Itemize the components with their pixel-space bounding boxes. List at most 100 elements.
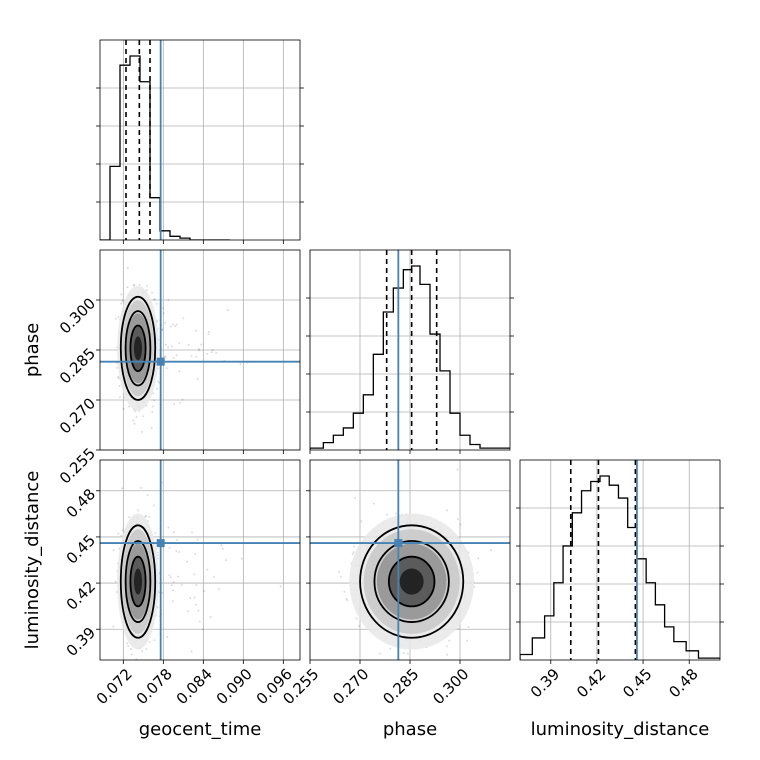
sample-point xyxy=(207,333,210,336)
sample-point xyxy=(171,600,174,603)
y-tick-label: 0.255 xyxy=(56,444,99,487)
sample-point xyxy=(178,550,181,553)
sample-point xyxy=(112,625,115,628)
sample-point xyxy=(146,494,149,497)
sample-point xyxy=(170,345,173,348)
sample-point xyxy=(168,546,171,549)
sample-point xyxy=(156,551,159,554)
sample-point xyxy=(456,518,459,521)
y-tick-label: 0.300 xyxy=(56,294,99,337)
sample-point xyxy=(395,512,398,515)
y-tick-label: 0.39 xyxy=(63,624,99,660)
sample-point xyxy=(175,539,178,542)
sample-point xyxy=(164,343,167,346)
sample-point xyxy=(116,366,119,369)
sample-point xyxy=(130,653,133,656)
sample-point xyxy=(386,513,389,516)
hist-panel-geocent_time xyxy=(96,39,304,244)
sample-point xyxy=(153,399,156,402)
sample-point xyxy=(402,652,405,655)
scatter-points xyxy=(114,267,249,433)
histogram-step xyxy=(100,55,230,240)
sample-point xyxy=(162,307,165,310)
sample-point xyxy=(201,628,204,631)
sample-point xyxy=(209,616,212,619)
density-fill xyxy=(399,568,424,595)
sample-point xyxy=(389,647,392,650)
sample-point xyxy=(346,599,349,602)
sample-point xyxy=(489,549,492,552)
sample-point xyxy=(215,351,218,354)
sample-point xyxy=(457,627,460,630)
contour-line xyxy=(124,310,152,387)
x-axis-label-geocent_time: geocent_time xyxy=(139,719,262,740)
sample-point xyxy=(355,617,358,620)
sample-point xyxy=(164,356,167,359)
sample-point xyxy=(195,355,198,358)
sample-point xyxy=(193,596,196,599)
sample-point xyxy=(181,398,184,401)
sample-point xyxy=(172,581,175,584)
sample-point xyxy=(358,625,361,628)
sample-point xyxy=(352,551,355,554)
sample-point xyxy=(338,570,341,573)
sample-point xyxy=(175,354,178,357)
sample-point xyxy=(203,589,206,592)
scatter-points xyxy=(338,468,492,656)
sample-point xyxy=(197,347,200,350)
sample-point xyxy=(196,538,199,541)
sample-point xyxy=(153,298,156,301)
x-tick-label: 0.42 xyxy=(573,665,609,701)
sample-point xyxy=(146,285,149,288)
sample-point xyxy=(198,620,201,623)
scatter-panel-geocent_time-phase: 0.255 0.270 0.285 0.300 xyxy=(56,249,301,487)
sample-point xyxy=(189,597,192,600)
sample-point xyxy=(120,534,123,537)
sample-point xyxy=(155,302,158,305)
sample-point xyxy=(226,308,229,311)
sample-point xyxy=(190,650,193,653)
scatter-panel-phase-luminosity_distance: 0.255 0.270 0.285 0.300 xyxy=(279,459,511,708)
x-tick-label: 0.45 xyxy=(619,665,655,701)
panel-frame xyxy=(99,459,301,661)
histogram-step xyxy=(520,475,720,660)
sample-point xyxy=(345,597,348,600)
sample-point xyxy=(240,557,243,560)
sample-point xyxy=(115,590,118,593)
sample-point xyxy=(145,289,148,292)
sample-point xyxy=(140,430,143,433)
sample-point xyxy=(220,544,223,547)
sample-point xyxy=(128,405,131,408)
sample-point xyxy=(153,639,156,642)
sample-point xyxy=(446,509,449,512)
sample-point xyxy=(163,355,166,358)
sample-point xyxy=(151,405,154,408)
sample-point xyxy=(150,427,153,430)
y-tick-label: 0.48 xyxy=(63,485,99,521)
x-axis-label-luminosity_distance: luminosity_distance xyxy=(531,719,710,740)
sample-point xyxy=(127,644,130,647)
sample-point xyxy=(142,415,145,418)
sample-point xyxy=(145,648,148,651)
sample-point xyxy=(198,349,201,352)
sample-point xyxy=(459,523,462,526)
sample-point xyxy=(239,363,242,366)
sample-point xyxy=(161,328,164,331)
sample-point xyxy=(170,584,173,587)
sample-point xyxy=(225,559,228,562)
sample-point xyxy=(180,583,183,586)
y-tick-label: 0.42 xyxy=(63,577,99,613)
sample-point xyxy=(122,407,125,410)
sample-point xyxy=(126,286,129,289)
sample-point xyxy=(120,293,123,296)
sample-point xyxy=(167,526,170,529)
sample-point xyxy=(197,609,200,612)
contour-line xyxy=(373,540,450,623)
histogram-step xyxy=(310,265,510,450)
sample-point xyxy=(141,650,144,653)
y-tick-label: 0.285 xyxy=(56,344,99,387)
x-tick-label: 0.078 xyxy=(133,665,176,708)
y-tick-label: 0.270 xyxy=(56,394,99,437)
sample-point xyxy=(466,639,469,642)
